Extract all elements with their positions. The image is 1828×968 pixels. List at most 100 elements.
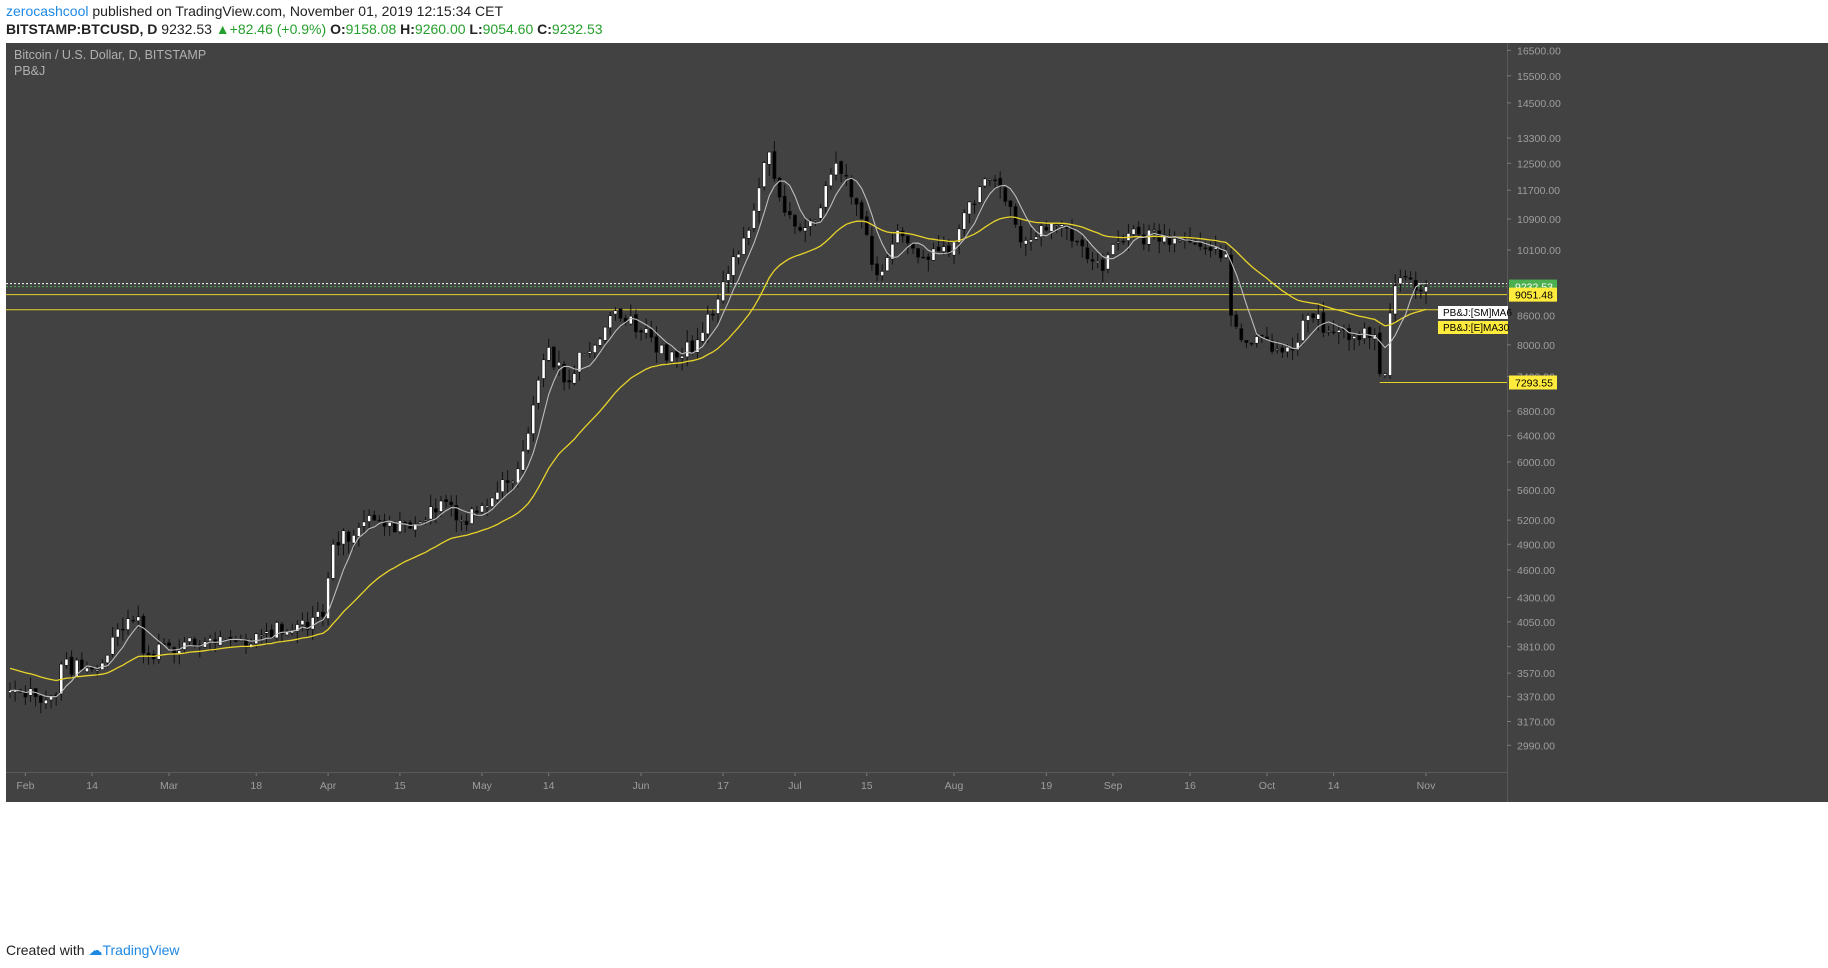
candle-body	[967, 201, 972, 215]
candle-body	[752, 209, 756, 229]
candle-body	[541, 359, 546, 379]
candle-body	[126, 618, 130, 630]
x-tick-label: Oct	[1259, 780, 1275, 792]
candle-body	[716, 298, 720, 314]
candle-body	[1244, 340, 1249, 343]
candle-body	[1306, 315, 1310, 321]
y-tick-label: 15500.00	[1517, 71, 1561, 83]
candle-body	[1229, 254, 1233, 316]
candle-body	[274, 622, 279, 639]
indicator-name: PB&J	[14, 64, 45, 78]
candle-body	[941, 246, 946, 252]
y-tick-label: 3810.00	[1517, 642, 1555, 654]
x-tick-label: 14	[1328, 780, 1340, 792]
candle-body	[859, 202, 864, 219]
chart-container[interactable]: 16500.00 15500.00 14500.00 13300.00 12500.00…	[6, 43, 1828, 929]
candle-body	[1408, 277, 1413, 280]
candle-body	[654, 336, 659, 353]
candle-body	[669, 351, 674, 363]
candle-body	[1023, 240, 1028, 245]
candle-body	[793, 214, 797, 227]
candle-body	[233, 640, 238, 642]
candle-body	[310, 617, 315, 630]
candle-body	[454, 505, 459, 521]
ema30-line	[9, 216, 1427, 682]
candle-body	[23, 691, 28, 698]
candle-body	[1095, 261, 1100, 263]
candle-body	[1177, 239, 1182, 242]
candle-body	[500, 479, 505, 492]
candle-body	[223, 637, 228, 639]
x-tick-label: 17	[717, 780, 729, 792]
candle-body	[1121, 240, 1126, 243]
candle-body	[156, 643, 161, 660]
candle-body	[767, 151, 772, 165]
candle-body	[931, 248, 936, 261]
candle-body	[1418, 289, 1423, 292]
candle-body	[1331, 331, 1336, 334]
y-tick-label: 8600.00	[1517, 310, 1555, 322]
candle-body	[1100, 259, 1105, 271]
candle-body	[1203, 247, 1208, 250]
candle-body	[551, 346, 556, 368]
candle-body	[1316, 313, 1321, 320]
y-axis-panel[interactable]	[1507, 43, 1828, 802]
x-axis-panel[interactable]	[6, 772, 1507, 802]
candle-body	[1152, 229, 1156, 232]
candle-body	[79, 659, 84, 671]
candle-body	[864, 216, 869, 235]
candle-body	[141, 615, 146, 654]
candle-body	[962, 212, 967, 230]
tradingview-logo-icon[interactable]: ☁	[88, 942, 103, 958]
candle-body	[295, 624, 300, 632]
price-chart[interactable]: 16500.00 15500.00 14500.00 13300.00 12500.00…	[6, 43, 1828, 929]
candle-body	[1270, 340, 1274, 352]
candle-body	[372, 514, 377, 521]
price-badge	[1509, 287, 1557, 302]
candle-body	[110, 636, 115, 655]
candle-body	[521, 450, 525, 471]
author-link[interactable]: zerocashcool	[6, 3, 89, 19]
candle-body	[1080, 239, 1085, 247]
candle-body	[69, 656, 74, 675]
candle-body	[813, 219, 818, 222]
candle-body	[557, 362, 561, 367]
candle-body	[485, 505, 490, 508]
candle-body	[818, 207, 823, 219]
candle-body	[1336, 330, 1341, 333]
candle-body	[192, 638, 197, 647]
y-tick-label: 12500.00	[1517, 158, 1561, 170]
candle-body	[546, 347, 551, 361]
candle-body	[120, 628, 125, 631]
candle-body	[705, 313, 710, 335]
sma-label-box	[1438, 306, 1508, 319]
y-tick-label: 4050.00	[1517, 617, 1555, 629]
candle-body	[721, 281, 726, 302]
high-value: 9260.00	[414, 21, 466, 37]
low-value: 9054.60	[482, 21, 534, 37]
y-tick-label: 4600.00	[1517, 565, 1555, 577]
candle-body	[1003, 187, 1008, 202]
candle-body	[1075, 240, 1080, 243]
y-tick-label: 14500.00	[1517, 98, 1561, 110]
candle-body	[1300, 320, 1305, 342]
y-tick-label: 11700.00	[1517, 185, 1560, 197]
created-with-text: Created with	[6, 942, 85, 958]
candle-body	[516, 468, 520, 484]
candle-body	[710, 313, 715, 316]
candle-body	[1167, 236, 1172, 245]
candle-body	[1039, 225, 1044, 238]
candle-body	[356, 527, 361, 537]
tradingview-brand[interactable]: TradingView	[102, 942, 180, 958]
candle-body	[536, 379, 541, 404]
candle-body	[895, 230, 900, 244]
candle-body	[469, 508, 474, 524]
candle-body	[44, 699, 48, 704]
candle-body	[218, 636, 223, 646]
candle-body	[839, 161, 844, 175]
candle-body	[957, 228, 962, 243]
y-tick-label: 4300.00	[1517, 592, 1555, 604]
candle-body	[834, 162, 838, 176]
candle-body	[777, 177, 782, 198]
candle-body	[1111, 244, 1115, 255]
